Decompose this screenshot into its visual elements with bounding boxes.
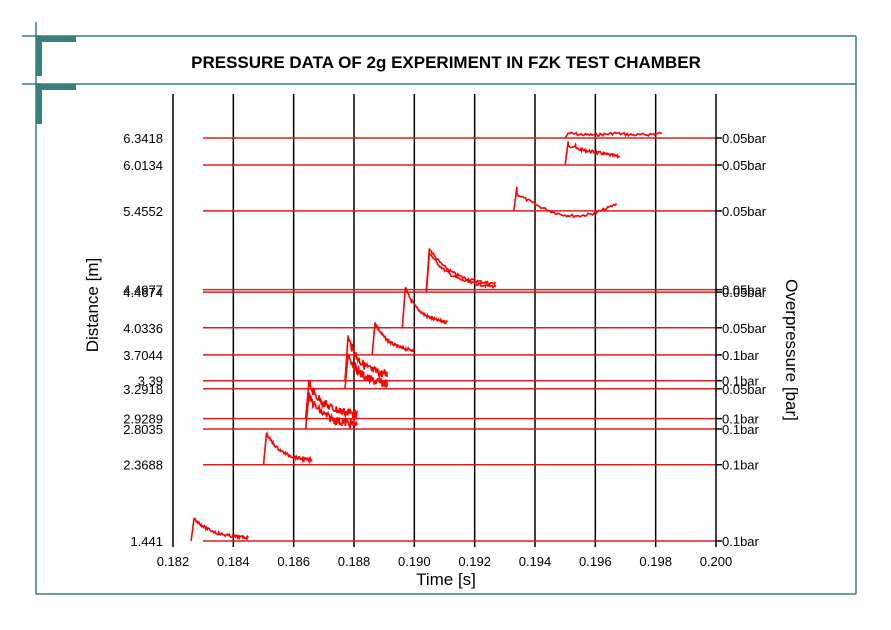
- x-tick-label: 0.182: [157, 554, 190, 569]
- pressure-trace: [401, 286, 448, 328]
- scale-label: 0.05bar: [722, 321, 767, 336]
- x-tick-label: 0.184: [217, 554, 250, 569]
- x-tick-label: 0.186: [277, 554, 310, 569]
- scale-label: 0.1bar: [722, 412, 760, 427]
- gridlines: [232, 94, 657, 547]
- pressure-trace: [513, 186, 618, 219]
- scale-label: 0.05bar: [722, 204, 767, 219]
- x-tick-label: 0.194: [519, 554, 552, 569]
- scale-label: 0.1bar: [722, 458, 760, 473]
- pressure-trace: [262, 430, 313, 465]
- x-tick-label: 0.196: [579, 554, 612, 569]
- scale-label: 0.05bar: [722, 283, 767, 298]
- pressure-trace: [304, 391, 358, 430]
- x-tick-label: 0.192: [458, 554, 491, 569]
- x-tick-label: 0.188: [338, 554, 371, 569]
- chart-title: PRESSURE DATA OF 2g EXPERIMENT IN FZK TE…: [191, 53, 701, 72]
- distance-label: 6.3418: [123, 131, 163, 146]
- scale-label: 0.05bar: [722, 158, 767, 173]
- distance-label: 4.4977: [123, 283, 163, 298]
- pressure-trace: [564, 131, 663, 139]
- scale-label: 0.05bar: [722, 131, 767, 146]
- distance-label: 3.39: [138, 374, 163, 389]
- pressure-traces: [190, 131, 663, 542]
- distance-label: 4.0336: [123, 321, 163, 336]
- x-tick-label: 0.200: [700, 554, 733, 569]
- pressure-trace: [304, 379, 358, 421]
- pressure-trace: [425, 252, 497, 293]
- distance-label: 5.4552: [123, 204, 163, 219]
- pressure-trace: [344, 335, 388, 381]
- scale-label: 0.1bar: [722, 348, 760, 363]
- pressure-trace: [425, 248, 497, 290]
- x-tick-labels: 0.182 0.184 0.186 0.188 0.190 0.192 0.194 0.196…: [157, 554, 733, 569]
- distance-label: 2.9289: [123, 412, 163, 427]
- distance-label: 4.4674: [123, 285, 163, 300]
- scale-labels: 0.05bar 0.05bar 0.05bar 0.05bar 0.05bar 0.05b…: [722, 131, 767, 549]
- scale-label: 0.1bar: [722, 374, 760, 389]
- pressure-trace: [564, 141, 621, 166]
- pressure-trace: [344, 353, 388, 389]
- distance-label: 3.7044: [123, 348, 163, 363]
- pressure-trace: [190, 516, 250, 542]
- distance-label: 2.8035: [123, 422, 163, 437]
- y-axis-label: Distance [m]: [83, 258, 102, 352]
- distance-label: 1.441: [130, 534, 163, 549]
- scale-label: 0.1bar: [722, 534, 760, 549]
- distance-label: 3.2918: [123, 382, 163, 397]
- scale-label: 0.05bar: [722, 382, 767, 397]
- x-tick-label: 0.198: [639, 554, 672, 569]
- reference-lines: [203, 137, 722, 542]
- x-axis-label: Time [s]: [416, 570, 476, 589]
- pressure-trace: [371, 322, 416, 355]
- slide-frame: [22, 22, 857, 595]
- scale-label: 0.05bar: [722, 285, 767, 300]
- distance-label: 6.0134: [123, 158, 163, 173]
- distance-label: 2.3688: [123, 458, 163, 473]
- y-axis-label-right: Overpressure [bar]: [782, 279, 801, 421]
- scale-label: 0.1bar: [722, 422, 760, 437]
- x-tick-label: 0.190: [398, 554, 431, 569]
